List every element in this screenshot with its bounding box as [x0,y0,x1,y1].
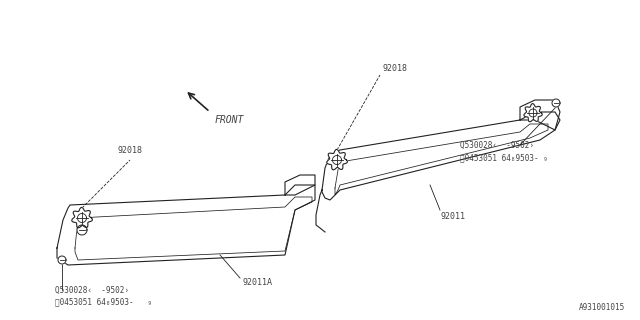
Text: Q530028‹  -9502›: Q530028‹ -9502› [55,286,129,295]
Polygon shape [58,256,66,264]
Polygon shape [77,225,87,235]
Text: 92018: 92018 [382,64,407,73]
Text: A931001015: A931001015 [579,303,625,312]
Polygon shape [552,99,560,107]
Text: FRONT: FRONT [215,115,244,125]
Text: ③0453051 64₈9503- ₉: ③0453051 64₈9503- ₉ [460,153,548,162]
Text: 92011A: 92011A [242,278,272,287]
Polygon shape [72,207,92,228]
Text: 92018: 92018 [118,146,143,155]
Polygon shape [524,104,542,122]
Polygon shape [327,149,348,170]
Text: 92011: 92011 [440,212,465,221]
Text: ③0453051 64₈9503-   ₉: ③0453051 64₈9503- ₉ [55,297,152,306]
Text: Q530028‹  -9502›: Q530028‹ -9502› [460,141,534,150]
